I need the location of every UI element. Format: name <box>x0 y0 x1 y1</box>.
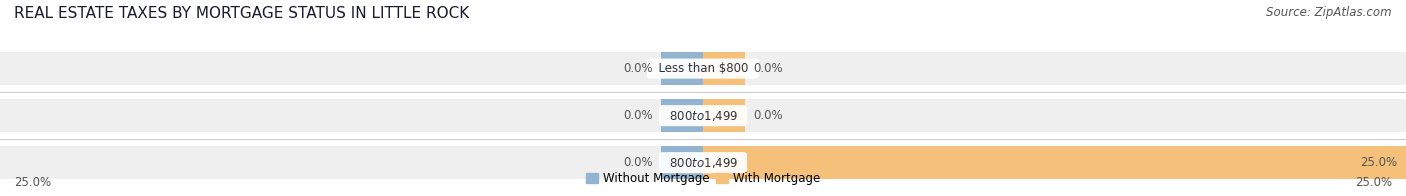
Bar <box>661 99 703 132</box>
Text: 0.0%: 0.0% <box>623 109 652 122</box>
Text: $800 to $1,499: $800 to $1,499 <box>662 109 744 123</box>
Text: REAL ESTATE TAXES BY MORTGAGE STATUS IN LITTLE ROCK: REAL ESTATE TAXES BY MORTGAGE STATUS IN … <box>14 6 470 21</box>
Text: 25.0%: 25.0% <box>14 176 51 189</box>
Text: 25.0%: 25.0% <box>1355 176 1392 189</box>
Bar <box>0 146 1406 179</box>
Bar <box>0 99 1406 132</box>
Bar <box>703 146 1406 179</box>
Text: 0.0%: 0.0% <box>623 156 652 169</box>
Bar <box>661 146 703 179</box>
Text: 0.0%: 0.0% <box>754 109 783 122</box>
Text: $800 to $1,499: $800 to $1,499 <box>662 156 744 170</box>
Text: Source: ZipAtlas.com: Source: ZipAtlas.com <box>1267 6 1392 19</box>
Bar <box>661 52 703 85</box>
Bar <box>0 52 1406 85</box>
Text: Less than $800: Less than $800 <box>651 62 755 75</box>
Text: 0.0%: 0.0% <box>623 62 652 75</box>
Text: 25.0%: 25.0% <box>1361 156 1398 169</box>
Text: 0.0%: 0.0% <box>754 62 783 75</box>
Bar <box>703 99 745 132</box>
Legend: Without Mortgage, With Mortgage: Without Mortgage, With Mortgage <box>581 168 825 190</box>
Bar <box>703 52 745 85</box>
